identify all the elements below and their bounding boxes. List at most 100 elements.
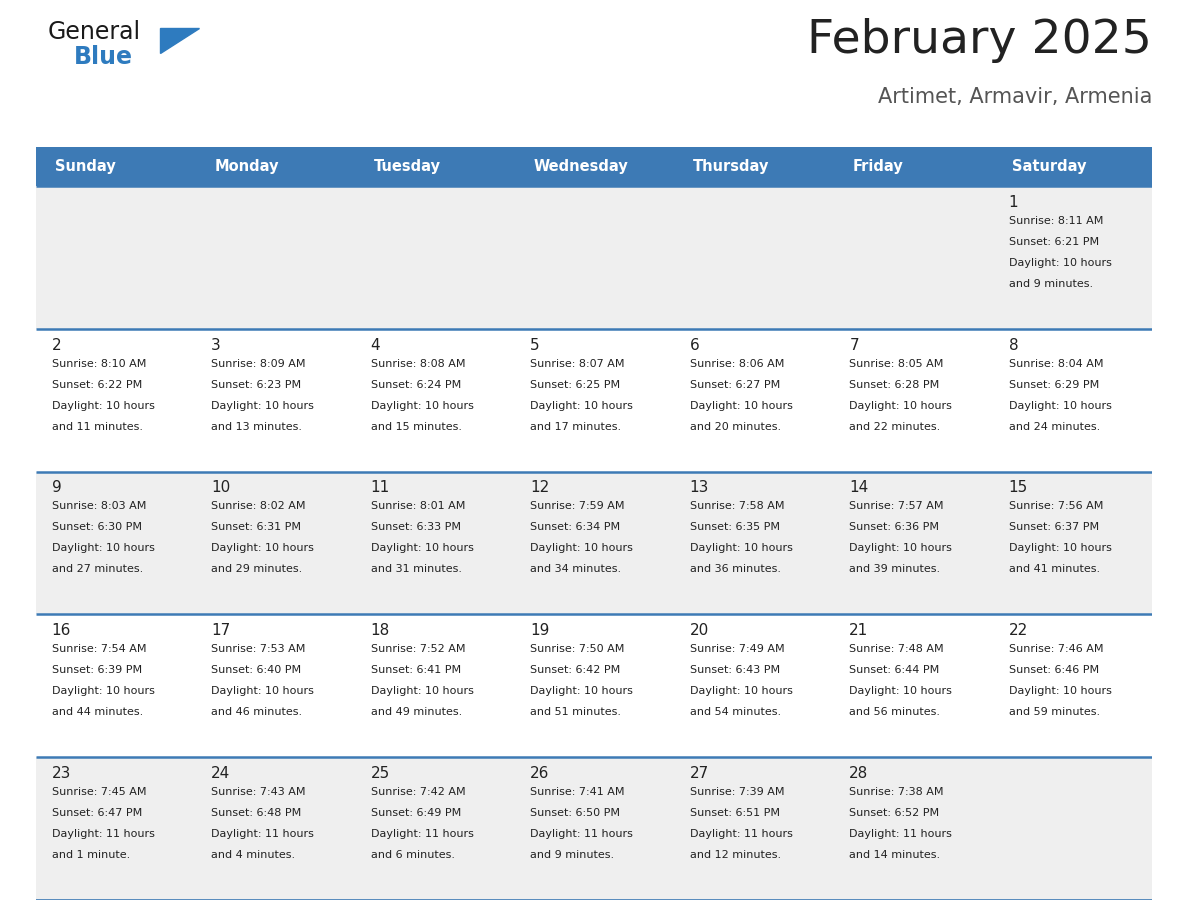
- Text: and 12 minutes.: and 12 minutes.: [690, 850, 781, 860]
- Text: Tuesday: Tuesday: [374, 159, 441, 174]
- Text: 12: 12: [530, 480, 549, 496]
- Text: Sunset: 6:44 PM: Sunset: 6:44 PM: [849, 666, 940, 675]
- Text: and 11 minutes.: and 11 minutes.: [51, 422, 143, 431]
- Text: Sunset: 6:29 PM: Sunset: 6:29 PM: [1009, 380, 1099, 390]
- Text: Daylight: 10 hours: Daylight: 10 hours: [690, 543, 792, 554]
- Bar: [674, 330, 833, 472]
- Text: 9: 9: [51, 480, 62, 496]
- Text: 8: 8: [1009, 338, 1018, 353]
- Bar: [355, 472, 514, 614]
- Text: Sunset: 6:37 PM: Sunset: 6:37 PM: [1009, 522, 1099, 532]
- Text: Sunset: 6:42 PM: Sunset: 6:42 PM: [530, 666, 620, 675]
- Text: 25: 25: [371, 766, 390, 780]
- Text: 2: 2: [51, 338, 62, 353]
- Text: and 1 minute.: and 1 minute.: [51, 850, 129, 860]
- Text: Daylight: 10 hours: Daylight: 10 hours: [1009, 258, 1112, 268]
- Text: Sunset: 6:43 PM: Sunset: 6:43 PM: [690, 666, 779, 675]
- Bar: [993, 147, 1152, 186]
- Text: 17: 17: [211, 623, 230, 638]
- Text: Daylight: 10 hours: Daylight: 10 hours: [51, 543, 154, 554]
- Text: Sunrise: 8:11 AM: Sunrise: 8:11 AM: [1009, 217, 1104, 226]
- Text: and 6 minutes.: and 6 minutes.: [371, 850, 455, 860]
- Text: Daylight: 10 hours: Daylight: 10 hours: [1009, 401, 1112, 411]
- Text: and 39 minutes.: and 39 minutes.: [849, 565, 941, 575]
- Text: Sunset: 6:46 PM: Sunset: 6:46 PM: [1009, 666, 1099, 675]
- Text: Sunset: 6:36 PM: Sunset: 6:36 PM: [849, 522, 940, 532]
- Text: Sunrise: 8:10 AM: Sunrise: 8:10 AM: [51, 359, 146, 369]
- Text: Sunset: 6:47 PM: Sunset: 6:47 PM: [51, 808, 141, 818]
- Bar: [195, 757, 355, 900]
- Text: Daylight: 10 hours: Daylight: 10 hours: [211, 543, 314, 554]
- Bar: [514, 147, 674, 186]
- Text: and 44 minutes.: and 44 minutes.: [51, 707, 143, 717]
- Text: Sunrise: 7:59 AM: Sunrise: 7:59 AM: [530, 501, 625, 511]
- Text: Sunrise: 7:42 AM: Sunrise: 7:42 AM: [371, 787, 466, 797]
- Text: 22: 22: [1009, 623, 1028, 638]
- Bar: [36, 147, 195, 186]
- Bar: [674, 147, 833, 186]
- Text: Daylight: 10 hours: Daylight: 10 hours: [849, 401, 952, 411]
- Text: Daylight: 11 hours: Daylight: 11 hours: [849, 829, 952, 839]
- Text: Daylight: 11 hours: Daylight: 11 hours: [371, 829, 474, 839]
- Text: Sunrise: 7:57 AM: Sunrise: 7:57 AM: [849, 501, 943, 511]
- Bar: [514, 757, 674, 900]
- Text: Sunset: 6:48 PM: Sunset: 6:48 PM: [211, 808, 302, 818]
- Bar: [36, 186, 195, 330]
- Text: Daylight: 11 hours: Daylight: 11 hours: [211, 829, 314, 839]
- Text: Sunset: 6:27 PM: Sunset: 6:27 PM: [690, 380, 781, 390]
- Text: 10: 10: [211, 480, 230, 496]
- Bar: [355, 147, 514, 186]
- Text: 21: 21: [849, 623, 868, 638]
- Text: Daylight: 10 hours: Daylight: 10 hours: [1009, 686, 1112, 696]
- Text: Sunset: 6:52 PM: Sunset: 6:52 PM: [849, 808, 940, 818]
- Text: February 2025: February 2025: [808, 18, 1152, 63]
- Bar: [833, 186, 993, 330]
- Text: Artimet, Armavir, Armenia: Artimet, Armavir, Armenia: [878, 86, 1152, 106]
- Bar: [36, 757, 195, 900]
- Text: Sunrise: 7:54 AM: Sunrise: 7:54 AM: [51, 644, 146, 655]
- Text: Sunrise: 7:58 AM: Sunrise: 7:58 AM: [690, 501, 784, 511]
- Text: and 9 minutes.: and 9 minutes.: [530, 850, 614, 860]
- Text: 28: 28: [849, 766, 868, 780]
- Bar: [36, 472, 195, 614]
- Text: Sunset: 6:41 PM: Sunset: 6:41 PM: [371, 666, 461, 675]
- Bar: [993, 614, 1152, 757]
- Text: 27: 27: [690, 766, 709, 780]
- Text: Thursday: Thursday: [693, 159, 770, 174]
- Text: Daylight: 10 hours: Daylight: 10 hours: [371, 401, 474, 411]
- Text: 20: 20: [690, 623, 709, 638]
- Bar: [36, 614, 195, 757]
- Text: Sunrise: 8:08 AM: Sunrise: 8:08 AM: [371, 359, 466, 369]
- Text: Sunrise: 8:05 AM: Sunrise: 8:05 AM: [849, 359, 943, 369]
- Text: and 56 minutes.: and 56 minutes.: [849, 707, 940, 717]
- Text: 14: 14: [849, 480, 868, 496]
- Text: Daylight: 10 hours: Daylight: 10 hours: [371, 686, 474, 696]
- Text: Daylight: 10 hours: Daylight: 10 hours: [530, 543, 633, 554]
- Text: and 15 minutes.: and 15 minutes.: [371, 422, 462, 431]
- Text: Sunrise: 7:49 AM: Sunrise: 7:49 AM: [690, 644, 784, 655]
- Text: and 46 minutes.: and 46 minutes.: [211, 707, 302, 717]
- Text: and 49 minutes.: and 49 minutes.: [371, 707, 462, 717]
- Text: 16: 16: [51, 623, 71, 638]
- Bar: [993, 472, 1152, 614]
- Text: and 59 minutes.: and 59 minutes.: [1009, 707, 1100, 717]
- Text: Sunset: 6:33 PM: Sunset: 6:33 PM: [371, 522, 461, 532]
- Bar: [514, 614, 674, 757]
- Text: and 4 minutes.: and 4 minutes.: [211, 850, 296, 860]
- Text: and 31 minutes.: and 31 minutes.: [371, 565, 462, 575]
- Text: Wednesday: Wednesday: [533, 159, 628, 174]
- Text: Daylight: 10 hours: Daylight: 10 hours: [51, 686, 154, 696]
- Bar: [833, 330, 993, 472]
- Text: Sunset: 6:22 PM: Sunset: 6:22 PM: [51, 380, 141, 390]
- Text: Sunrise: 8:01 AM: Sunrise: 8:01 AM: [371, 501, 465, 511]
- Bar: [514, 472, 674, 614]
- Text: and 17 minutes.: and 17 minutes.: [530, 422, 621, 431]
- Text: Daylight: 11 hours: Daylight: 11 hours: [530, 829, 633, 839]
- Text: Daylight: 11 hours: Daylight: 11 hours: [690, 829, 792, 839]
- Text: Blue: Blue: [74, 45, 133, 69]
- Text: Friday: Friday: [853, 159, 903, 174]
- Text: and 14 minutes.: and 14 minutes.: [849, 850, 941, 860]
- Bar: [833, 147, 993, 186]
- Bar: [355, 186, 514, 330]
- Bar: [674, 614, 833, 757]
